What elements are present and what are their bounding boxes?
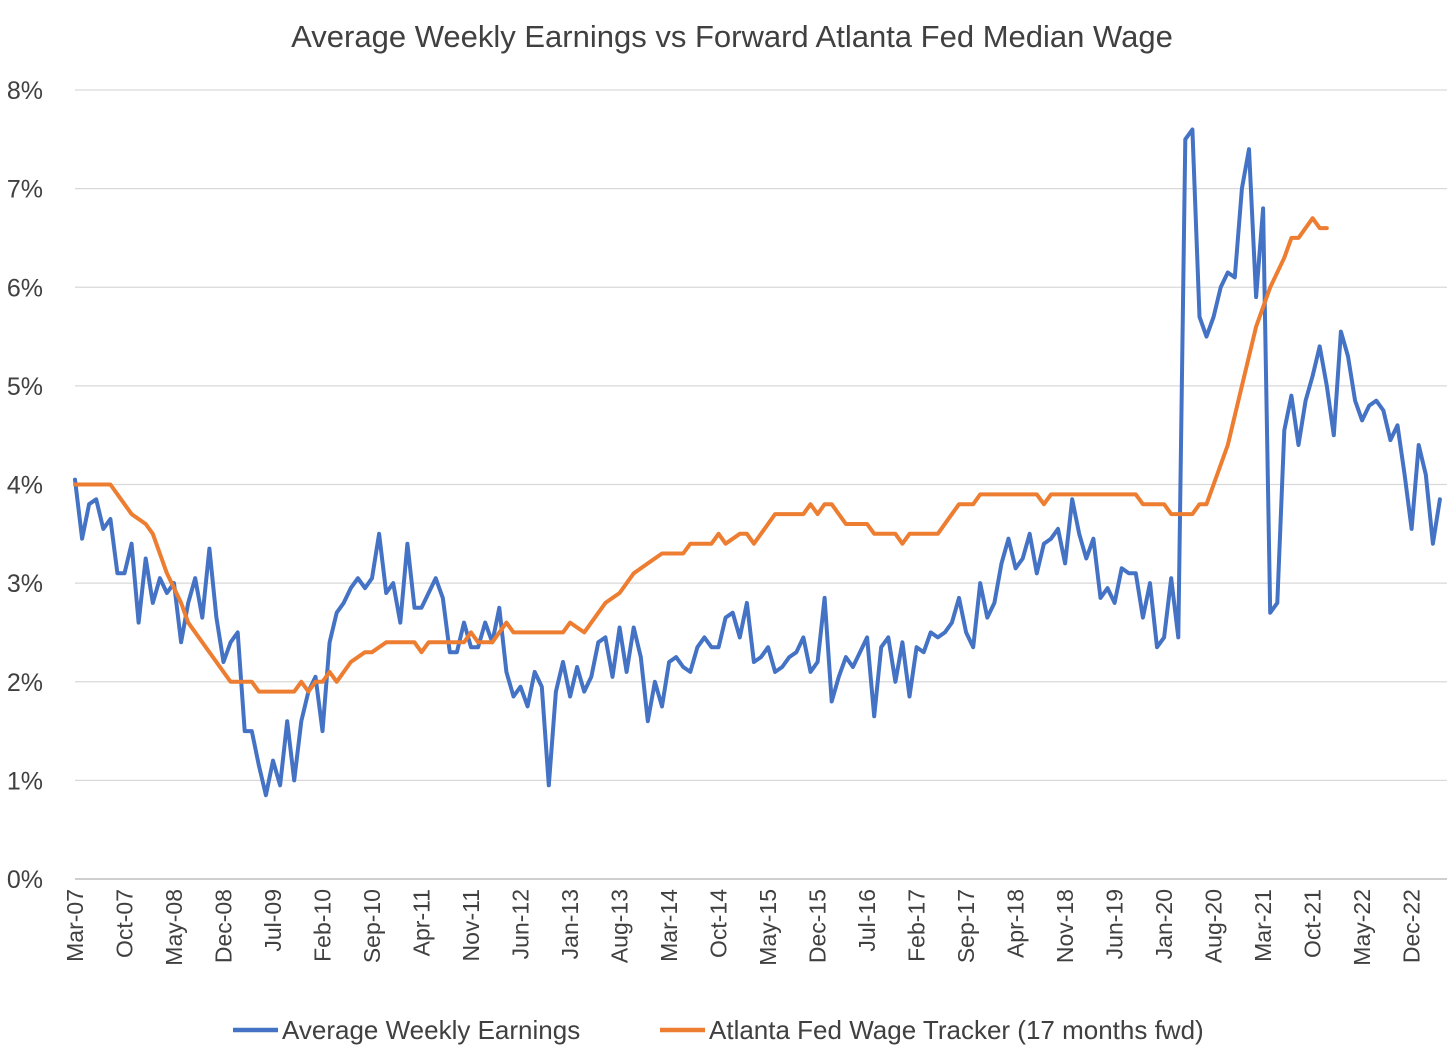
legend-label-atlanta-fed-wage-tracker: Atlanta Fed Wage Tracker (17 months fwd) [709, 1015, 1204, 1045]
x-tick-label: Nov-11 [458, 889, 484, 961]
x-tick-label: Mar-14 [656, 889, 682, 962]
x-tick-label: Nov-18 [1052, 889, 1078, 963]
x-tick-label: Sep-10 [359, 889, 385, 963]
x-tick-label: Feb-10 [310, 889, 336, 962]
x-tick-label: Jul-16 [854, 889, 880, 952]
legend-label-average-weekly-earnings: Average Weekly Earnings [282, 1015, 580, 1045]
x-tick-label: Apr-18 [1003, 889, 1029, 958]
x-tick-label: Mar-21 [1250, 889, 1276, 962]
y-tick-label: 8% [7, 77, 43, 105]
x-tick-label: Oct-21 [1300, 889, 1326, 958]
x-tick-label: Jan-20 [1151, 889, 1177, 959]
y-tick-label: 1% [7, 767, 43, 795]
y-tick-label: 7% [7, 176, 43, 204]
x-tick-label: Dec-15 [805, 889, 831, 963]
series-line-atlanta-fed-wage-tracker [73, 216, 1329, 694]
x-tick-label: Jun-12 [508, 889, 534, 959]
y-axis-tick-labels: 0% 1% 2% 3% 4% 5% 6% 7% 8% [7, 77, 43, 894]
x-tick-label: Jul-09 [260, 889, 286, 952]
y-tick-label: 3% [7, 570, 43, 598]
x-tick-label: Dec-22 [1399, 889, 1425, 963]
x-tick-label: Apr-11 [409, 889, 435, 956]
y-tick-label: 6% [7, 274, 43, 302]
x-tick-label: Jan-13 [557, 889, 583, 959]
x-tick-label: Feb-17 [904, 889, 930, 962]
series-line-average-weekly-earnings [73, 127, 1442, 798]
x-tick-label: Mar-07 [62, 889, 88, 962]
series-lines [73, 127, 1442, 798]
x-tick-label: Dec-08 [211, 889, 237, 963]
x-tick-label: May-08 [161, 889, 187, 966]
x-tick-label: Oct-14 [706, 889, 732, 958]
y-tick-label: 4% [7, 472, 43, 500]
y-tick-label: 0% [7, 866, 43, 894]
x-tick-label: May-22 [1349, 889, 1375, 966]
legend: Average Weekly Earnings Atlanta Fed Wage… [233, 1015, 1204, 1045]
chart-title: Average Weekly Earnings vs Forward Atlan… [291, 19, 1173, 54]
y-tick-label: 5% [7, 373, 43, 401]
x-tick-label: Oct-07 [112, 889, 138, 958]
x-tick-label: May-15 [755, 889, 781, 966]
y-tick-label: 2% [7, 669, 43, 697]
x-axis-tick-labels: Mar-07 Oct-07 May-08 Dec-08 Jul-09 Feb-10 Sep-… [62, 889, 1425, 966]
x-tick-label: Sep-17 [953, 889, 979, 963]
x-tick-label: Aug-20 [1201, 889, 1227, 963]
x-tick-label: Aug-13 [607, 889, 633, 963]
x-tick-label: Jun-19 [1102, 889, 1128, 959]
